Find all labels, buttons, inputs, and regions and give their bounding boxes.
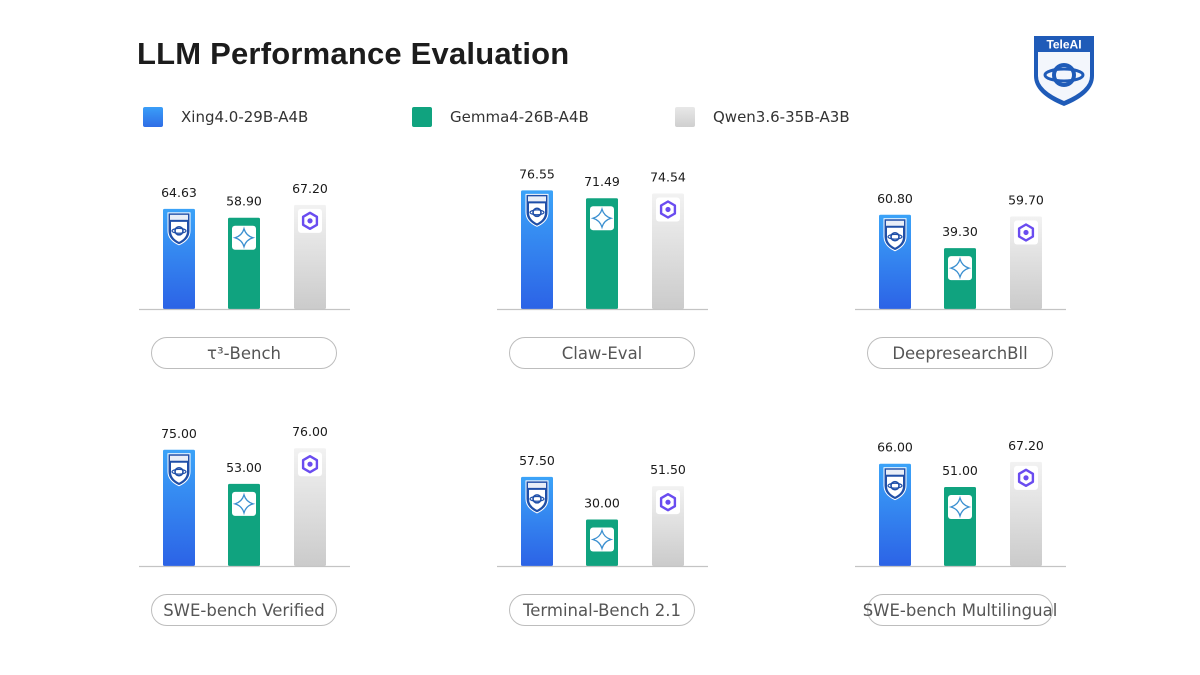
gemma-icon (948, 494, 972, 519)
page-title: LLM Performance Evaluation (137, 36, 570, 71)
benchmark-label-deepresearchbll: DeepresearchBll (867, 337, 1053, 369)
teleai-icon (167, 212, 191, 246)
data-label: 60.80 (877, 191, 913, 206)
gemma-icon (232, 225, 256, 250)
chart-swe-bench-verified: 75.00 53.00 76.00 (139, 424, 350, 568)
data-label: 64.63 (161, 185, 197, 200)
teleai-icon (883, 218, 907, 252)
data-label: 30.00 (584, 496, 620, 511)
qwen-icon (656, 197, 680, 222)
qwen-icon (298, 452, 322, 477)
data-label: 75.00 (161, 426, 197, 441)
legend-item-gemma: Gemma4-26B-A4B (412, 106, 589, 128)
data-label: 66.00 (877, 440, 913, 455)
legend-label-qwen: Qwen3.6-35B-A3B (713, 108, 850, 126)
gemma-icon (948, 256, 972, 281)
legend-item-qwen: Qwen3.6-35B-A3B (675, 106, 850, 128)
legend-label-xing: Xing4.0-29B-A4B (181, 108, 309, 126)
data-label: 53.00 (226, 460, 262, 475)
teleai-icon (883, 467, 907, 501)
benchmark-label-bench: τ³-Bench (151, 337, 337, 369)
benchmark-label-claw-eval: Claw-Eval (509, 337, 695, 369)
legend-swatch-gemma (412, 107, 432, 127)
gemma-icon (590, 206, 614, 231)
legend-item-xing: Xing4.0-29B-A4B (143, 106, 308, 128)
teleai-icon (167, 453, 191, 487)
benchmark-label-swe-bench-verified: SWE-bench Verified (151, 594, 337, 626)
data-label: 76.55 (519, 166, 555, 181)
chart-claw-eval: 76.55 71.49 74.54 (497, 166, 708, 311)
data-label: 71.49 (584, 174, 620, 189)
teleai-icon (525, 193, 549, 227)
legend-swatch-qwen (675, 107, 695, 127)
chart-deepresearchbll: 60.80 39.30 59.70 (855, 191, 1066, 311)
qwen-icon (298, 208, 322, 233)
data-label: 67.20 (1008, 438, 1044, 453)
benchmark-label-swe-bench-multilingual: SWE-bench Multilingual (863, 594, 1057, 626)
data-label: 67.20 (292, 181, 328, 196)
data-label: 51.00 (942, 463, 978, 478)
teleai-icon (525, 480, 549, 514)
bar-qwen3-6-35b-a3b (294, 448, 326, 566)
data-label: 76.00 (292, 424, 328, 439)
legend-label-gemma: Gemma4-26B-A4B (450, 108, 589, 126)
qwen-icon (1014, 465, 1038, 490)
data-label: 39.30 (942, 224, 978, 239)
chart-bench: 64.63 58.90 67.20 (139, 181, 350, 311)
gemma-icon (232, 491, 256, 516)
teleai-shield-icon: TeleAI (1034, 36, 1094, 106)
bar-qwen3-6-35b-a3b (652, 193, 684, 309)
data-label: 74.54 (650, 169, 686, 184)
legend-swatch-xing (143, 107, 163, 127)
qwen-icon (1014, 220, 1038, 245)
data-label: 57.50 (519, 453, 555, 468)
data-label: 51.50 (650, 462, 686, 477)
qwen-icon (656, 490, 680, 515)
chart-swe-bench-multilingual: 66.00 51.00 67.20 (855, 438, 1066, 568)
chart-terminal-bench-2-1: 57.50 30.00 51.50 (497, 453, 708, 568)
gemma-icon (590, 527, 614, 552)
benchmark-label-terminal-bench-2-1: Terminal-Bench 2.1 (509, 594, 695, 626)
data-label: 59.70 (1008, 192, 1044, 207)
data-label: 58.90 (226, 194, 262, 209)
logo-text: TeleAI (1046, 38, 1081, 52)
